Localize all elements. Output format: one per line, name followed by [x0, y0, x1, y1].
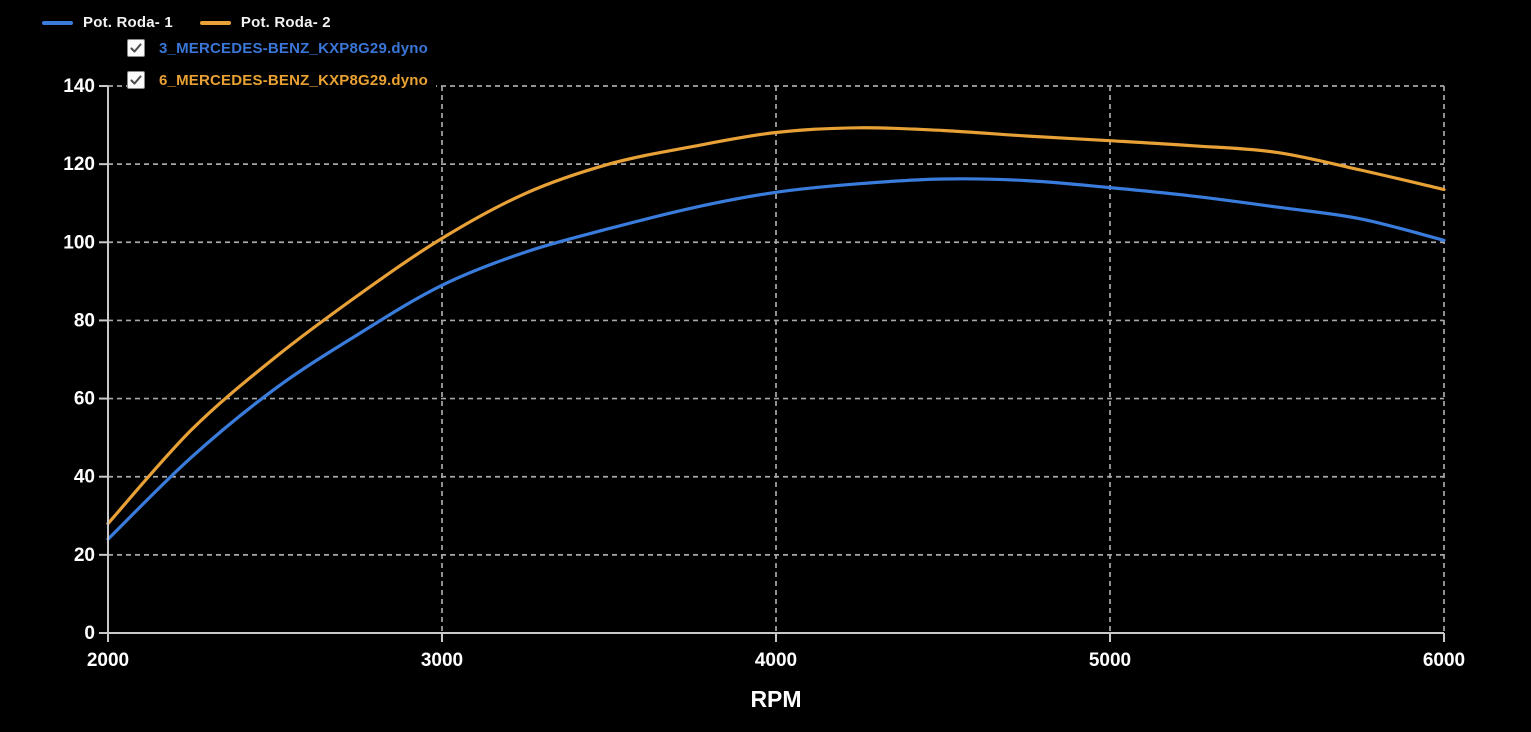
checkmark-icon: [130, 75, 142, 85]
y-tick-label-0: 0: [84, 623, 95, 644]
x-tick-label-3000: 3000: [421, 650, 463, 671]
y-tick-label-60: 60: [74, 389, 95, 410]
y-tick-label-80: 80: [74, 310, 95, 331]
axes: [99, 85, 1445, 642]
legend-label-series-2: Pot. Roda- 2: [240, 14, 331, 31]
x-tick-label-6000: 6000: [1423, 650, 1465, 671]
legend-line-swatch-series-1: [42, 20, 73, 25]
series-line-2: [106, 126, 1446, 526]
x-axis-title: RPM: [750, 686, 801, 712]
y-tick-label-120: 120: [63, 154, 95, 175]
file-row-1: 3_MERCEDES-BENZ_KXP8G29.dyno: [127, 38, 437, 58]
checkmark-icon: [130, 43, 142, 53]
y-tick-label-40: 40: [74, 467, 95, 488]
y-tick-label-140: 140: [63, 76, 95, 97]
x-tick-label-5000: 5000: [1089, 650, 1131, 671]
x-tick-label-4000: 4000: [755, 650, 797, 671]
series-lines: [106, 126, 1446, 541]
file-checkbox-2[interactable]: [127, 71, 145, 89]
gridlines: [108, 85, 1445, 633]
file-label-1: 3_MERCEDES-BENZ_KXP8G29.dyno: [159, 39, 429, 57]
file-label-2: 6_MERCEDES-BENZ_KXP8G29.dyno: [159, 71, 429, 89]
legend-label-series-1: Pot. Roda- 1: [83, 14, 173, 31]
chart-legend: Pot. Roda- 1 Pot. Roda- 2: [42, 14, 331, 31]
series-line-1: [106, 177, 1446, 541]
file-checkbox-1[interactable]: [127, 39, 145, 57]
y-tick-label-100: 100: [63, 232, 95, 253]
legend-line-swatch-series-2: [199, 20, 231, 25]
file-row-2: 6_MERCEDES-BENZ_KXP8G29.dyno: [127, 70, 437, 90]
legend-item-series-2: Pot. Roda- 2: [199, 14, 331, 31]
y-tick-label-20: 20: [74, 545, 95, 566]
x-tick-label-2000: 2000: [87, 650, 129, 671]
axis-labels: 0 20 40 60 80 100 120 140 2000 3000 4000 5000 6000 RP…: [63, 76, 1465, 712]
legend-item-series-1: Pot. Roda- 1: [42, 14, 173, 31]
